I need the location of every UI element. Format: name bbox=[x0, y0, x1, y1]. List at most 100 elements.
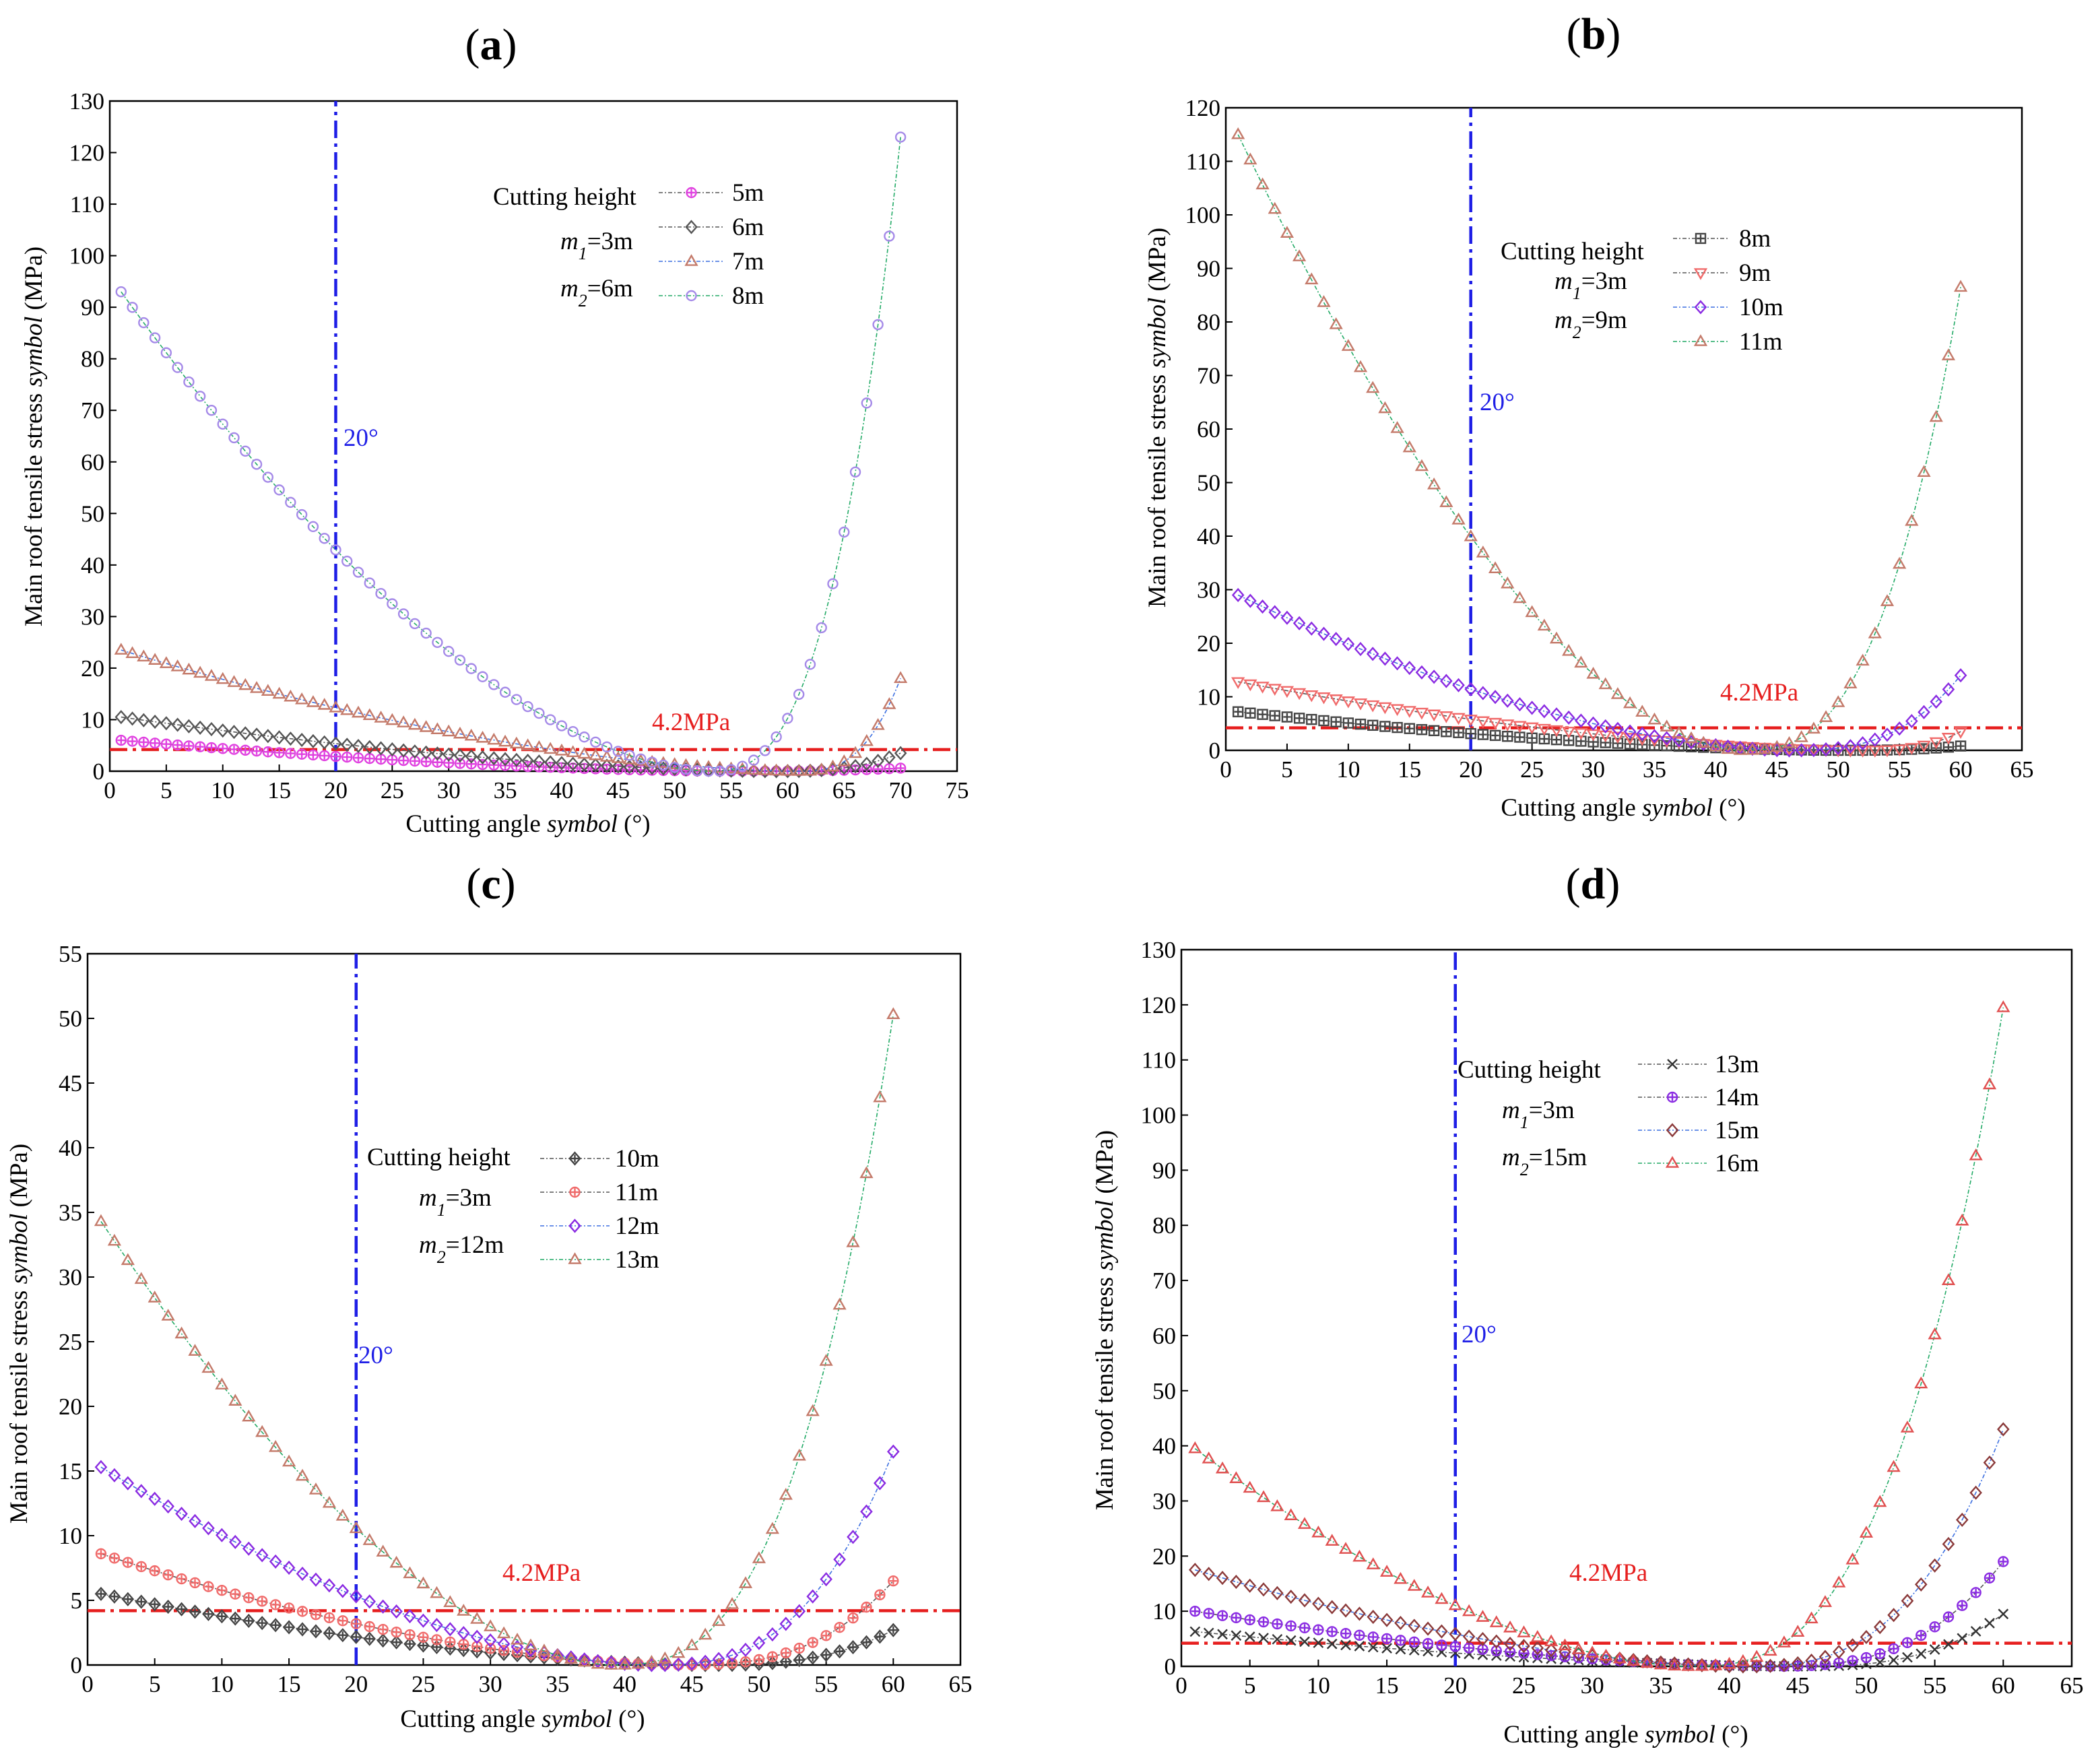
chart-panel-1: (a) 0 5 10 15 20 25 30 35 40 45 50 55 60 65 70 75 0 10 20 30… bbox=[20, 20, 969, 838]
data-point bbox=[1354, 1629, 1365, 1641]
data-point bbox=[229, 1534, 242, 1549]
data-point bbox=[834, 1622, 845, 1633]
data-point bbox=[258, 1597, 266, 1605]
x-tick-label: 5 bbox=[1281, 756, 1293, 783]
data-point bbox=[417, 1613, 430, 1628]
data-point bbox=[238, 726, 252, 741]
data-point bbox=[430, 722, 445, 735]
data-point bbox=[1491, 1645, 1502, 1657]
data-point bbox=[127, 736, 138, 747]
data-point bbox=[1930, 742, 1942, 754]
data-point bbox=[1246, 1616, 1254, 1624]
data-point bbox=[275, 748, 284, 757]
legend-entry-9m: 9m bbox=[1739, 259, 1771, 287]
data-point bbox=[511, 1639, 524, 1654]
data-point bbox=[442, 724, 456, 737]
data-point bbox=[555, 756, 568, 771]
reference-label-4-2mpa: 4.2MPa bbox=[652, 709, 730, 736]
data-point bbox=[1929, 1621, 1940, 1633]
data-point bbox=[255, 1425, 269, 1437]
data-point bbox=[416, 1576, 430, 1589]
data-point bbox=[1476, 546, 1491, 558]
data-point bbox=[1599, 719, 1612, 733]
data-point bbox=[498, 752, 512, 766]
reference-label-20deg: 20° bbox=[1480, 389, 1515, 416]
data-point bbox=[604, 1658, 618, 1670]
data-point bbox=[1942, 1536, 1955, 1552]
data-point bbox=[1305, 621, 1318, 636]
data-point bbox=[160, 716, 173, 731]
data-point bbox=[296, 1567, 309, 1581]
data-point bbox=[203, 1581, 214, 1592]
data-point bbox=[1414, 459, 1429, 471]
data-point bbox=[577, 1654, 591, 1667]
data-point bbox=[363, 1631, 376, 1646]
data-point bbox=[1330, 632, 1342, 647]
data-point bbox=[1647, 712, 1662, 725]
data-point bbox=[1955, 740, 1967, 752]
data-point bbox=[216, 1528, 228, 1542]
data-point bbox=[1378, 401, 1392, 414]
data-point bbox=[554, 744, 569, 756]
data-point bbox=[350, 1618, 362, 1629]
data-point bbox=[820, 1572, 832, 1587]
data-point bbox=[1258, 1633, 1269, 1643]
series-line-7m bbox=[121, 649, 901, 772]
legend-swatch-marker bbox=[1665, 1156, 1680, 1168]
data-point bbox=[1244, 593, 1257, 608]
data-point bbox=[159, 656, 173, 668]
data-point bbox=[1955, 1512, 1969, 1528]
data-point bbox=[457, 1626, 470, 1641]
data-point bbox=[1941, 348, 1956, 360]
series-11m bbox=[1231, 127, 1968, 755]
data-point bbox=[1982, 1077, 1997, 1090]
data-point bbox=[219, 744, 227, 752]
data-point bbox=[1436, 1639, 1447, 1651]
data-point bbox=[804, 763, 817, 778]
data-point bbox=[1232, 706, 1244, 717]
y-tick-label: 5 bbox=[71, 1588, 83, 1614]
data-point bbox=[273, 730, 286, 745]
data-point bbox=[107, 1233, 122, 1246]
data-point bbox=[522, 700, 533, 713]
data-point bbox=[453, 726, 467, 739]
data-point bbox=[1538, 704, 1551, 719]
data-point bbox=[110, 1554, 119, 1562]
data-point bbox=[242, 1409, 256, 1422]
legend-swatch-marker bbox=[568, 1218, 581, 1233]
data-point bbox=[1928, 1327, 1942, 1340]
data-point bbox=[1354, 642, 1367, 657]
data-point bbox=[376, 1544, 390, 1557]
data-point bbox=[329, 700, 343, 713]
data-point bbox=[1256, 599, 1269, 614]
data-point bbox=[612, 746, 624, 757]
data-point bbox=[624, 750, 635, 761]
data-point bbox=[498, 734, 513, 747]
data-point bbox=[1462, 1604, 1476, 1616]
x-tick-label: 25 bbox=[1520, 756, 1544, 783]
data-point bbox=[1513, 591, 1527, 603]
data-point bbox=[847, 1530, 859, 1544]
data-point bbox=[202, 1521, 215, 1536]
data-point bbox=[1394, 1571, 1408, 1584]
data-point bbox=[183, 376, 195, 388]
data-point bbox=[1848, 1656, 1857, 1665]
data-point bbox=[1721, 742, 1735, 754]
data-point bbox=[725, 1597, 740, 1609]
data-point bbox=[1216, 1571, 1229, 1586]
data-point bbox=[261, 684, 275, 696]
data-point bbox=[122, 1557, 134, 1568]
data-point bbox=[759, 745, 771, 756]
data-point bbox=[354, 754, 362, 762]
data-point bbox=[758, 764, 772, 779]
data-point bbox=[1391, 656, 1404, 671]
data-point bbox=[403, 1608, 416, 1624]
data-point bbox=[339, 1616, 347, 1625]
data-point bbox=[240, 744, 251, 756]
data-point bbox=[1317, 692, 1331, 705]
data-point bbox=[712, 1658, 725, 1672]
series-8m bbox=[115, 131, 907, 777]
data-point bbox=[139, 738, 148, 746]
data-point bbox=[1635, 727, 1649, 742]
